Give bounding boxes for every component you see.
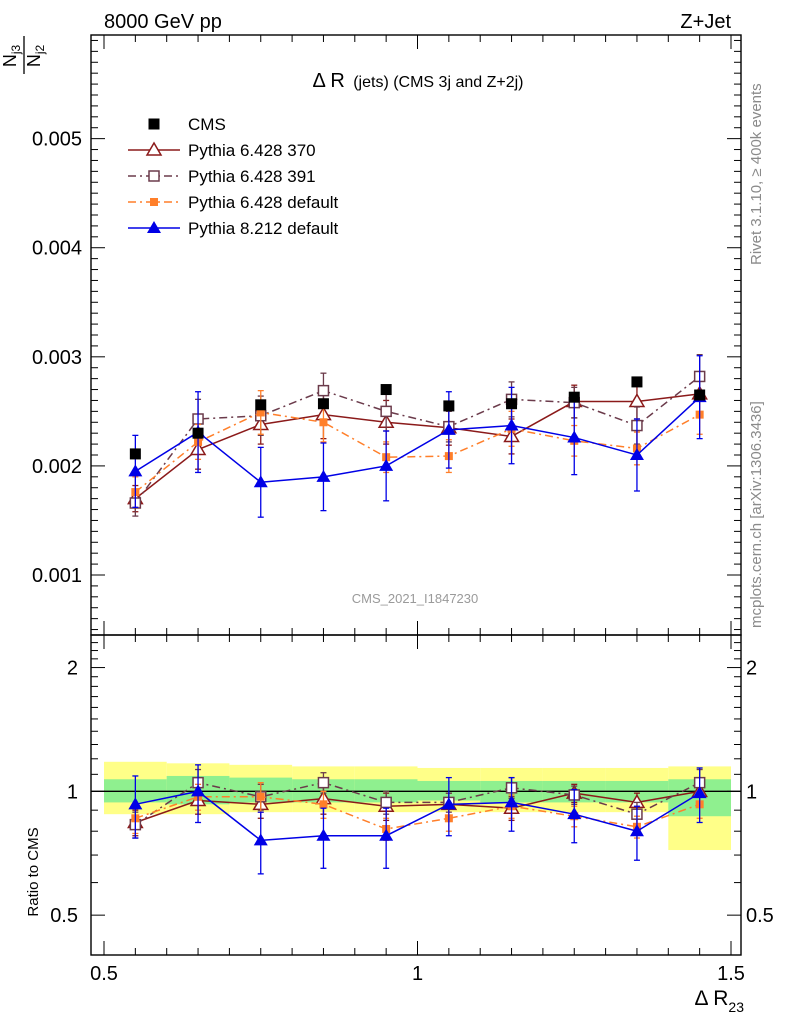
main-cms-point xyxy=(506,398,518,410)
main-cms-point xyxy=(255,399,267,411)
legend-label: Pythia 6.428 370 xyxy=(188,141,316,160)
main-y-axis-label: Nj3 Nj2 xyxy=(0,36,47,74)
main-pythia-6-428-default-line xyxy=(134,411,701,493)
ratio-pythia-6-428-370-line xyxy=(135,790,700,824)
ratio-pythia-8-212-default-point xyxy=(692,786,707,799)
main-pythia-6-428-370-line xyxy=(134,393,700,500)
main-pythia-6-428-391-point xyxy=(317,384,330,397)
ratio-y-tick-label-right: 1 xyxy=(746,781,757,803)
ratio-pythia-6-428-default-point xyxy=(319,800,328,809)
svg-text:Nj2: Nj2 xyxy=(24,45,47,68)
ratio-y-tick-label-right: 0.5 xyxy=(746,905,774,927)
ratio-pythia-6-428-391-line xyxy=(134,781,700,826)
ratio-pythia-6-428-default-line xyxy=(135,796,700,830)
plot-title: Δ R (jets) (CMS 3j and Z+2j) xyxy=(313,70,524,92)
main-pythia-8-212-default-point xyxy=(567,430,582,443)
ratio-pythia-8-212-default-point xyxy=(128,797,143,810)
legend-label: Pythia 8.212 default xyxy=(188,219,339,238)
process-label: Z+Jet xyxy=(680,11,731,33)
legend-entry-pythia-8-212-default: Pythia 8.212 default xyxy=(128,219,339,238)
legend-marker xyxy=(147,221,161,233)
main-pythia-8-212-default-line xyxy=(134,396,701,484)
ratio-y-tick-label: 0.5 xyxy=(50,905,78,927)
legend-entry-pythia-6-428-370: Pythia 6.428 370 xyxy=(128,141,316,160)
x-tick-label: 0.5 xyxy=(90,963,118,985)
main-cms-point xyxy=(631,376,643,388)
y-tick-label: 0.003 xyxy=(32,347,82,369)
main-pythia-8-212-default-series xyxy=(128,355,707,518)
main-cms-series xyxy=(129,376,706,460)
main-pythia-8-212-default-point xyxy=(253,475,268,488)
ratio-pythia-8-212-default-point xyxy=(253,833,268,846)
legend-label: Pythia 6.428 391 xyxy=(188,167,316,186)
ratio-pythia-6-428-default-point xyxy=(256,792,265,801)
legend: CMS Pythia 6.428 370 Pythia 6.428 391 Pythi… xyxy=(128,115,339,238)
main-pythia-8-212-default-point xyxy=(629,448,644,460)
main-cms-point xyxy=(568,391,580,403)
ratio-pythia-8-212-default-point xyxy=(316,828,331,841)
legend-label: CMS xyxy=(188,115,226,134)
legend-marker xyxy=(148,118,160,130)
y-tick-label: 0.005 xyxy=(32,129,82,151)
x-tick-label: 1.5 xyxy=(717,963,745,985)
main-pythia-8-212-default-point xyxy=(128,464,143,477)
main-pythia-6-428-391-line xyxy=(134,375,701,504)
ratio-pythia-8-212-default-point xyxy=(504,795,519,808)
main-cms-point xyxy=(129,448,141,460)
legend-label: Pythia 6.428 default xyxy=(188,193,339,212)
y-tick-label: 0.004 xyxy=(32,238,82,260)
main-pythia-8-212-default-point xyxy=(379,458,394,471)
legend-entry-cms: CMS xyxy=(148,115,226,134)
main-cms-point xyxy=(192,427,204,439)
analysis-watermark: CMS_2021_I1847230 xyxy=(352,591,479,606)
main-pythia-8-212-default-point xyxy=(316,469,331,482)
main-pythia-6-428-370-series xyxy=(127,373,708,513)
main-pythia-6-428-default-point xyxy=(256,408,265,417)
ratio-panel-frame xyxy=(90,634,742,956)
ratio-pythia-8-212-default-point xyxy=(379,828,394,841)
ratio-pythia-6-428-391-point xyxy=(317,776,330,789)
main-cms-point xyxy=(443,400,455,412)
main-pythia-6-428-391-series xyxy=(129,353,706,517)
ratio-pythia-8-212-default-point xyxy=(567,807,582,820)
main-cms-point xyxy=(317,398,329,410)
rivet-version-label: Rivet 3.1.10, ≥ 400k events xyxy=(748,83,765,265)
x-tick-label: 1 xyxy=(412,963,423,985)
plot-title-rest: (jets) (CMS 3j and Z+2j) xyxy=(353,74,523,91)
ratio-y-axis-label: Ratio to CMS xyxy=(25,827,42,916)
ratio-pythia-8-212-default-line xyxy=(135,790,701,842)
main-pythia-6-428-391-point xyxy=(380,405,392,418)
main-pythia-6-428-default-point xyxy=(319,418,328,427)
ratio-pythia-8-212-default-point xyxy=(191,784,206,797)
legend-marker xyxy=(150,198,158,206)
data-series xyxy=(127,353,708,875)
legend-entry-pythia-6-428-391: Pythia 6.428 391 xyxy=(128,167,316,186)
ratio-y-tick-label: 2 xyxy=(67,658,78,680)
legend-marker xyxy=(148,170,160,182)
ratio-pythia-8-212-default-point xyxy=(629,824,644,837)
ratio-pythia-8-212-default-series xyxy=(128,764,707,875)
y-tick-label: 0.002 xyxy=(32,456,82,478)
ratio-y-tick-label: 1 xyxy=(67,781,78,803)
energy-label: 8000 GeV pp xyxy=(104,11,222,33)
main-cms-point xyxy=(380,384,392,396)
x-axis-label: Δ R23 xyxy=(695,987,745,1015)
plot-title-main: Δ R xyxy=(313,70,345,92)
ratio-y-tick-label-right: 2 xyxy=(746,658,757,680)
ratio-pythia-6-428-391-point xyxy=(380,796,392,809)
legend-entry-pythia-6-428-default: Pythia 6.428 default xyxy=(128,193,339,212)
main-pythia-8-212-default-point xyxy=(504,418,519,431)
main-cms-point xyxy=(694,389,706,401)
ratio-pythia-8-212-default-point xyxy=(441,797,456,810)
legend-marker xyxy=(145,141,163,156)
axes-frames: 0.5 1 1.5 0.001 0.002 0.003 0.004 0.005 0.5 0.5 1 1… xyxy=(32,34,774,985)
y-tick-label: 0.001 xyxy=(32,565,82,587)
mcplots-reference-label: mcplots.cern.ch [arXiv:1306.3436] xyxy=(748,401,765,628)
main-pythia-8-212-default-point xyxy=(441,422,456,435)
svg-text:Nj3: Nj3 xyxy=(0,45,23,68)
